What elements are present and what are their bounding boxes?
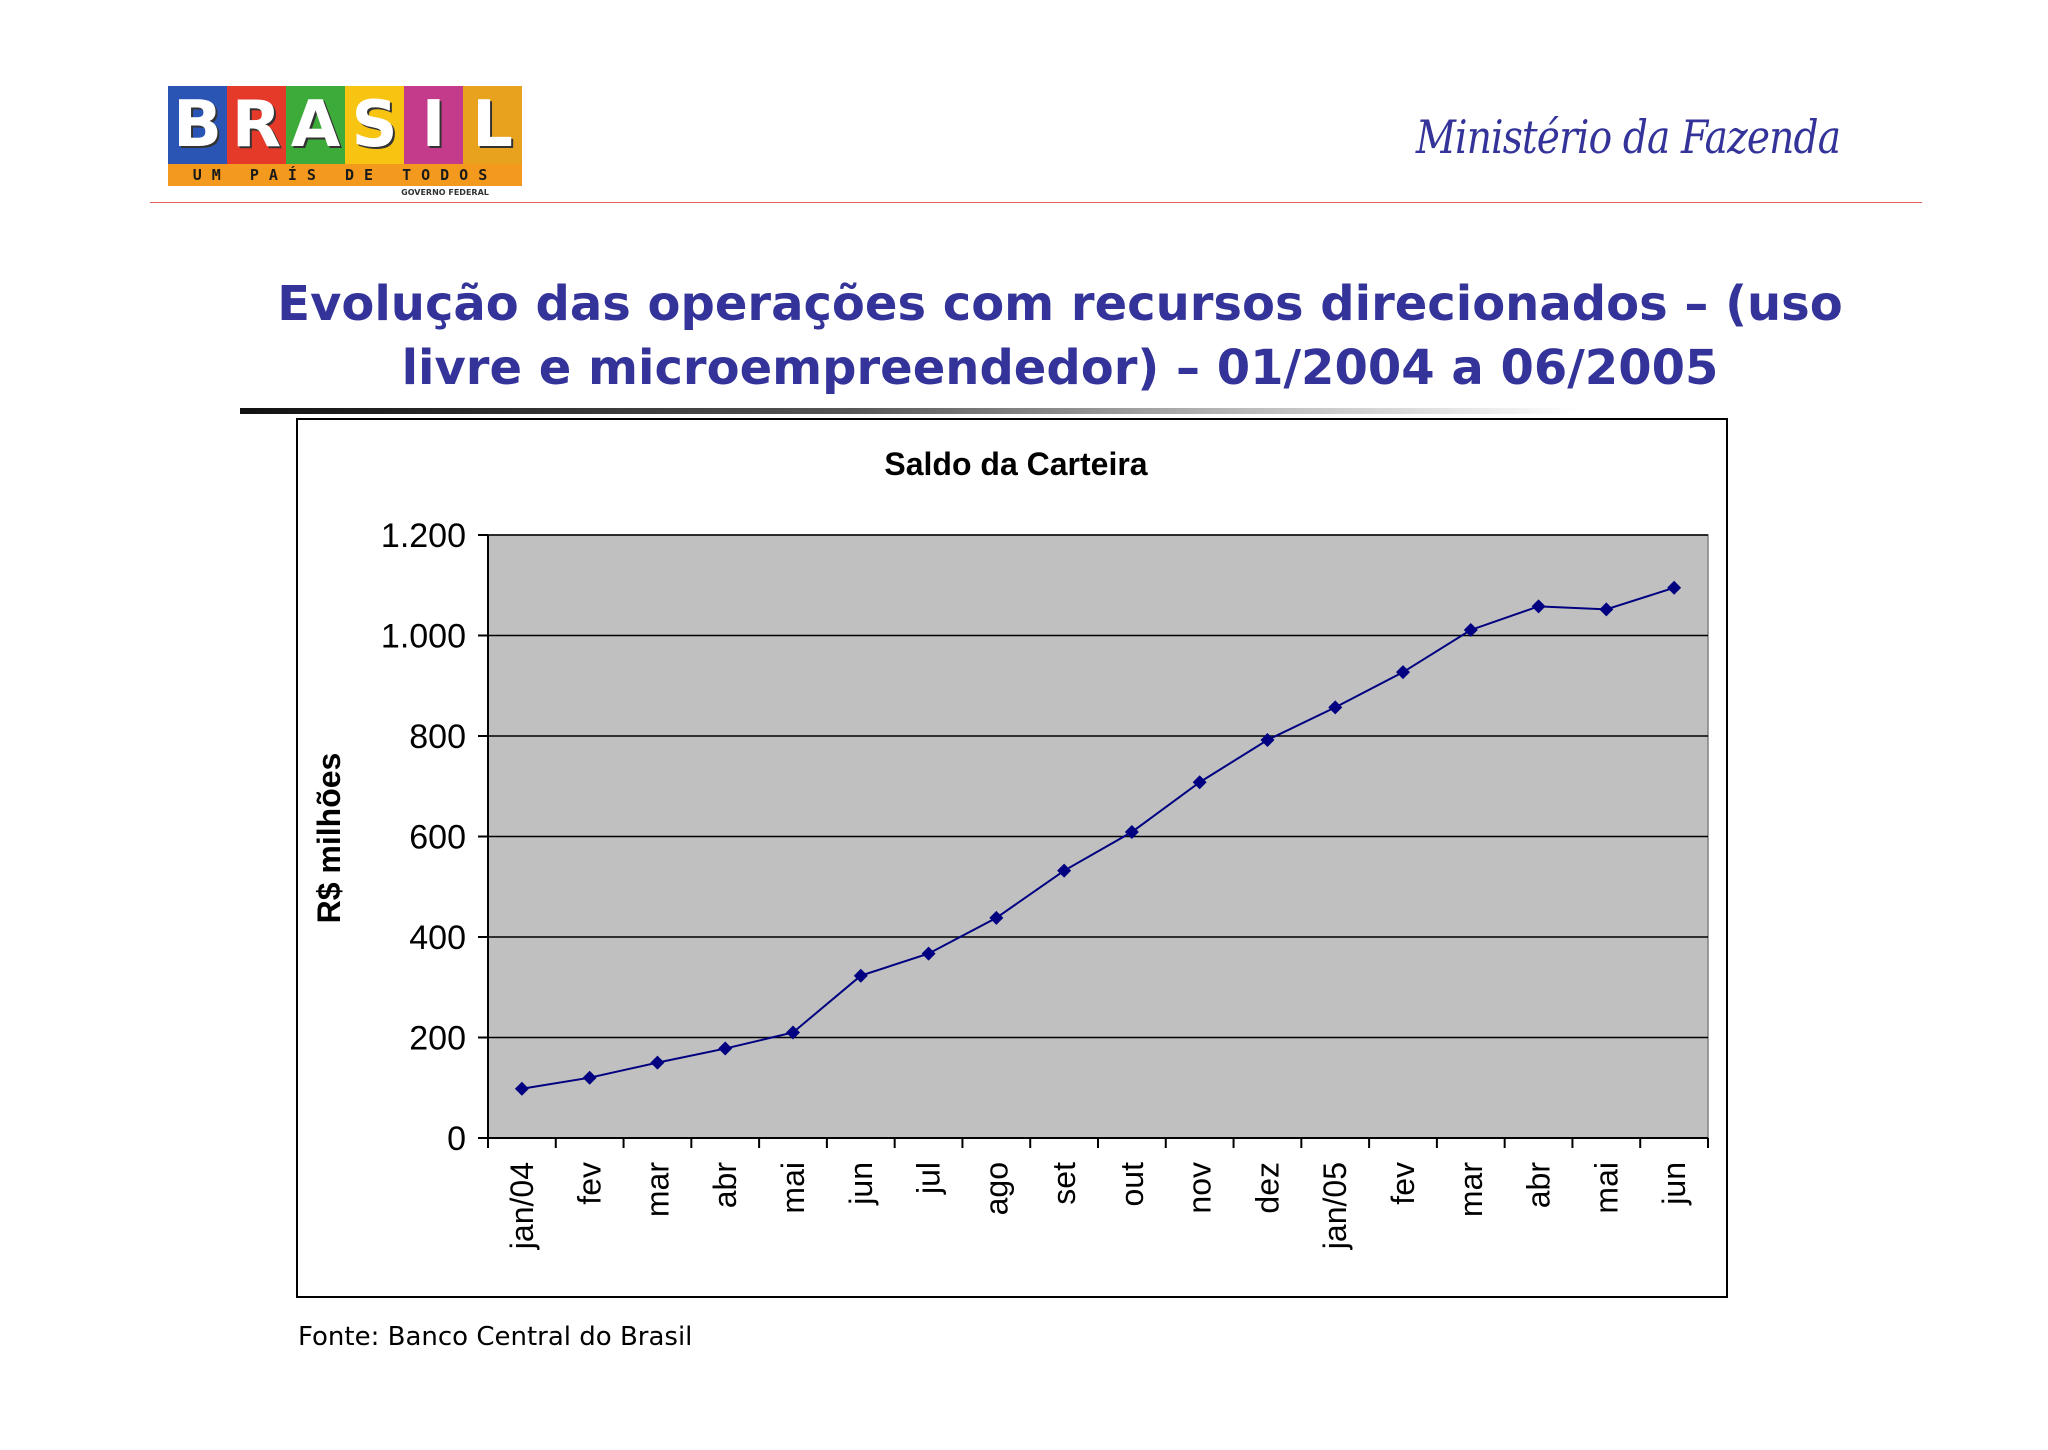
data-point — [1531, 599, 1546, 614]
x-tick-label: dez — [1249, 1162, 1285, 1214]
line-chart: Saldo da Carteira R$ milhões 0 200 400 600 8… — [311, 446, 1709, 1250]
y-tick-label: 200 — [409, 1020, 466, 1058]
x-tick-label: ago — [978, 1162, 1014, 1215]
logo-subtext: GOVERNO FEDERAL — [401, 188, 489, 197]
ministry-name: Ministério da Fazenda — [1415, 110, 1841, 164]
x-tick-label: jan/04 — [504, 1162, 540, 1250]
data-point — [1260, 733, 1275, 748]
x-tick-label: abr — [707, 1162, 743, 1209]
chart-frame: Saldo da Carteira R$ milhões 0 200 400 600 8… — [296, 418, 1728, 1298]
logo-letter: A — [286, 86, 345, 164]
data-point — [989, 910, 1004, 925]
y-axis-label: R$ milhões — [311, 753, 347, 924]
x-tick-label: set — [1046, 1162, 1082, 1205]
chart-title: Saldo da Carteira — [884, 446, 1147, 482]
x-tick-label: mar — [639, 1162, 675, 1217]
y-tick-label: 400 — [409, 919, 466, 957]
data-point — [514, 1081, 529, 1096]
logo-letter: I — [404, 86, 463, 164]
data-point — [1463, 622, 1478, 637]
x-tick-label: mai — [1588, 1162, 1624, 1214]
data-point — [1328, 700, 1343, 715]
data-point — [853, 968, 868, 983]
data-point — [1057, 863, 1072, 878]
y-tick-label: 600 — [409, 819, 466, 857]
logo-tagline: UM PAÍS DE TODOS — [168, 164, 522, 186]
x-tick-label: jun — [1656, 1162, 1692, 1206]
y-tick-label: 1.200 — [381, 517, 466, 555]
title-underline — [240, 408, 1580, 414]
x-tick-label: fev — [572, 1162, 608, 1205]
data-point — [582, 1070, 597, 1085]
y-tick-label: 800 — [409, 718, 466, 756]
y-tick-label: 1.000 — [381, 618, 466, 656]
x-tick-label: mar — [1453, 1162, 1489, 1217]
data-point — [786, 1025, 800, 1040]
x-tick-label: abr — [1521, 1162, 1557, 1209]
slide-title-line-1: Evolução das operações com recursos dire… — [277, 276, 1843, 332]
y-tick-label: 0 — [447, 1120, 466, 1158]
logo-letter: B — [168, 86, 227, 164]
slide-title-line-2: livre e microempreendedor) – 01/2004 a 0… — [401, 340, 1719, 396]
data-point — [718, 1041, 733, 1056]
data-point — [1192, 775, 1207, 790]
x-tick-label: fev — [1385, 1162, 1421, 1205]
data-point — [1599, 602, 1614, 617]
slide-title: Evolução das operações com recursos dire… — [160, 272, 1960, 400]
data-point — [650, 1055, 665, 1070]
data-point — [921, 946, 936, 961]
x-tick-label: jul — [911, 1162, 947, 1195]
source-note: Fonte: Banco Central do Brasil — [298, 1322, 693, 1352]
x-tick-label: jan/05 — [1317, 1162, 1353, 1250]
header-divider — [150, 202, 1922, 203]
x-tick-label: jun — [843, 1162, 879, 1206]
logo-letter: L — [463, 86, 522, 164]
data-point — [1124, 824, 1139, 839]
series-line — [521, 586, 1675, 1090]
data-point — [1667, 580, 1682, 595]
logo-letter: S — [345, 86, 404, 164]
x-tick-label: mai — [775, 1162, 811, 1214]
data-point — [1396, 665, 1410, 680]
logo-letter: R — [227, 86, 286, 164]
x-tick-label: nov — [1182, 1162, 1218, 1214]
x-tick-label: out — [1114, 1162, 1150, 1207]
